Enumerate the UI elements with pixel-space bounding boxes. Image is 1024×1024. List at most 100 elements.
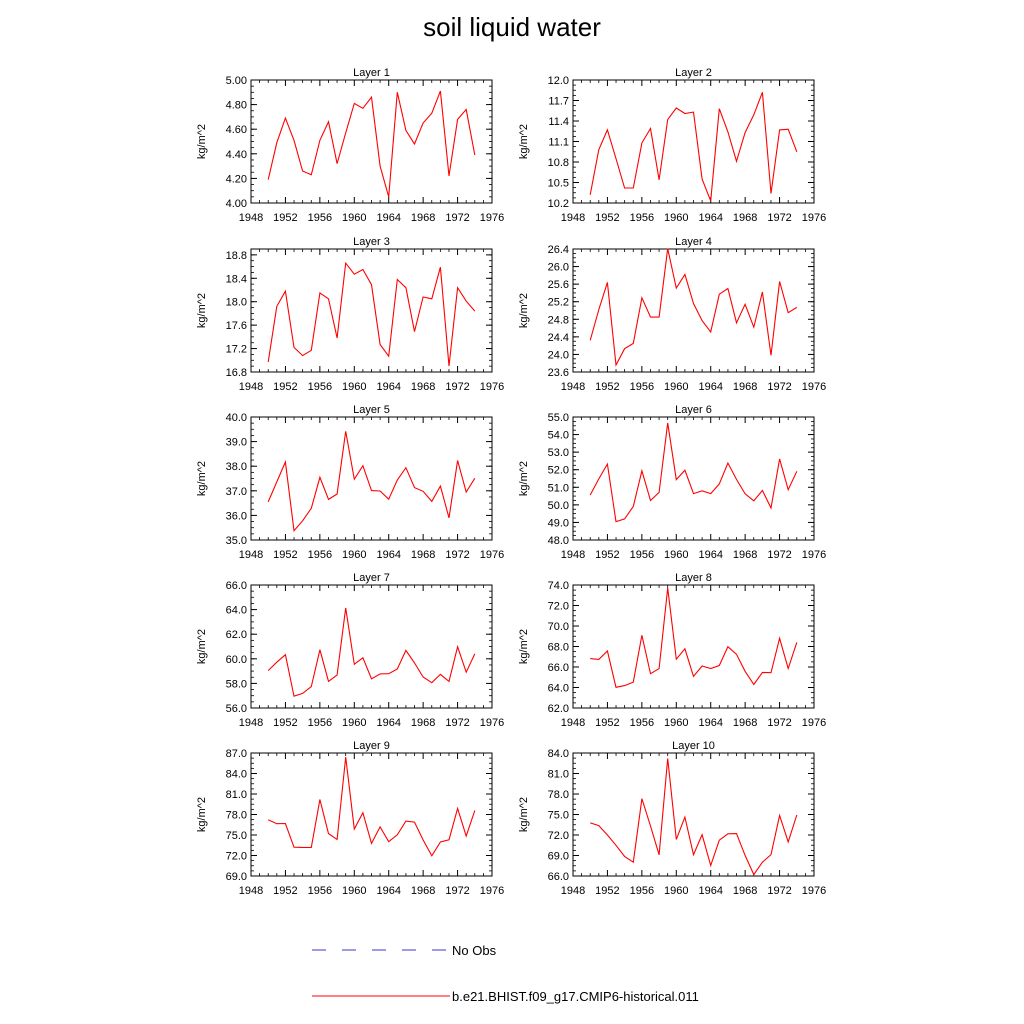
layer2-series-line-1 <box>589 92 798 202</box>
layer4-xtick-label: 1964 <box>698 381 722 393</box>
layer6-ytick-label: 48.0 <box>548 535 569 547</box>
layer9-title: Layer 9 <box>353 740 390 752</box>
layer8-xtick-label: 1964 <box>698 717 722 729</box>
layer6-xtick-label: 1956 <box>630 549 654 561</box>
layer7-xtick-label: 1976 <box>480 717 504 729</box>
layer10-ytick-label: 78.0 <box>548 789 569 801</box>
layer2-xtick-label: 1956 <box>630 212 654 224</box>
layer8-ytick-label: 66.0 <box>548 662 569 674</box>
layer3-xtick-label: 1952 <box>273 381 297 393</box>
layer2-xtick-label: 1948 <box>561 212 585 224</box>
layer7-xtick-label: 1972 <box>445 717 469 729</box>
layer1-ytick-label: 4.40 <box>226 149 247 161</box>
layer9-xtick-label: 1956 <box>308 885 332 897</box>
layer2-ylabel: kg/m^2 <box>518 124 530 159</box>
layer6-xtick-label: 1972 <box>767 549 791 561</box>
layer9-ytick-label: 75.0 <box>226 830 247 842</box>
layer7-xtick-label: 1952 <box>273 717 297 729</box>
layer5-ytick-label: 37.0 <box>226 486 247 498</box>
layer6-ytick-label: 53.0 <box>548 447 569 459</box>
layer6-xtick-label: 1964 <box>698 549 722 561</box>
layer10-ytick-label: 81.0 <box>548 769 569 781</box>
layer2-ytick-label: 11.7 <box>548 96 569 108</box>
layer7-plot-frame <box>250 584 493 709</box>
layer6-title: Layer 6 <box>675 404 712 416</box>
layer4-title: Layer 4 <box>675 236 712 248</box>
layer9-xtick-label: 1968 <box>411 885 435 897</box>
layer1-ylabel: kg/m^2 <box>196 124 208 159</box>
layer1-xtick-label: 1964 <box>376 212 400 224</box>
layer4-ylabel: kg/m^2 <box>518 293 530 328</box>
layer2-ytick-label: 10.5 <box>548 178 569 190</box>
layer2-xtick-label: 1976 <box>802 212 826 224</box>
layer9-xtick-label: 1952 <box>273 885 297 897</box>
layer10-xtick-label: 1976 <box>802 885 826 897</box>
layer9-ytick-label: 84.0 <box>226 769 247 781</box>
layer6-ytick-label: 51.0 <box>548 482 569 494</box>
layer10-ylabel: kg/m^2 <box>518 797 530 832</box>
layer10-plot-frame <box>572 752 815 877</box>
layer8-series-line-1 <box>590 587 798 688</box>
layer1-ytick-label: 4.20 <box>226 173 247 185</box>
layer8-ytick-label: 68.0 <box>548 642 569 654</box>
layer5-xtick-label: 1960 <box>342 549 366 561</box>
layer2-ytick-label: 10.2 <box>548 198 569 210</box>
layer1-ytick-label: 5.00 <box>226 75 247 87</box>
layer2-xtick-label: 1964 <box>698 212 722 224</box>
layer3-title: Layer 3 <box>353 236 390 248</box>
layer7-xtick-label: 1968 <box>411 717 435 729</box>
layer7-ytick-label: 66.0 <box>226 580 247 592</box>
page-title: soil liquid water <box>423 12 601 42</box>
layer8-ytick-label: 64.0 <box>548 683 569 695</box>
layer3-plot-frame <box>250 248 493 373</box>
layer7-series-line-1 <box>267 607 476 697</box>
layer5-ytick-label: 38.0 <box>226 461 247 473</box>
layer7-ytick-label: 60.0 <box>226 654 247 666</box>
layer3-ytick-label: 17.6 <box>226 320 247 332</box>
layer6-ytick-label: 54.0 <box>548 430 569 442</box>
layer2-xtick-label: 1952 <box>595 212 619 224</box>
layer1-series-line-1 <box>267 90 476 198</box>
layer9-ytick-label: 78.0 <box>226 810 247 822</box>
layer5-ytick-label: 40.0 <box>226 412 247 424</box>
layer5-xtick-label: 1952 <box>273 549 297 561</box>
layer10-xtick-label: 1948 <box>561 885 585 897</box>
layer3-ytick-label: 18.4 <box>226 273 247 285</box>
layer9-xtick-label: 1948 <box>239 885 263 897</box>
layer5-series-line-1 <box>267 431 476 532</box>
layer3-xtick-label: 1976 <box>480 381 504 393</box>
layer4-ytick-label: 25.6 <box>548 279 569 291</box>
layer2-ytick-label: 11.4 <box>548 116 569 128</box>
layer2-ytick-label: 12.0 <box>548 75 569 87</box>
layer10-xtick-label: 1964 <box>698 885 722 897</box>
layer10-ytick-label: 66.0 <box>548 871 569 883</box>
layer10-title: Layer 10 <box>672 740 715 752</box>
layer1-xtick-label: 1952 <box>273 212 297 224</box>
layer3-xtick-label: 1964 <box>376 381 400 393</box>
layer2-xtick-label: 1968 <box>733 212 757 224</box>
layer7-xtick-label: 1956 <box>308 717 332 729</box>
layer8-xtick-label: 1968 <box>733 717 757 729</box>
layer4-ytick-label: 26.4 <box>548 244 569 256</box>
layer9-xtick-label: 1960 <box>342 885 366 897</box>
layer2-xtick-label: 1972 <box>767 212 791 224</box>
layer6-ytick-label: 55.0 <box>548 412 569 424</box>
layer4-ytick-label: 25.2 <box>548 297 569 309</box>
layer6-xtick-label: 1976 <box>802 549 826 561</box>
layer7-ytick-label: 56.0 <box>226 703 247 715</box>
layer9-xtick-label: 1972 <box>445 885 469 897</box>
layer2-ytick-label: 11.1 <box>548 137 569 149</box>
layer5-xtick-label: 1964 <box>376 549 400 561</box>
layer3-xtick-label: 1956 <box>308 381 332 393</box>
layer4-xtick-label: 1956 <box>630 381 654 393</box>
layer3-ytick-label: 16.8 <box>226 367 247 379</box>
layer1-xtick-label: 1948 <box>239 212 263 224</box>
layer8-ytick-label: 72.0 <box>548 601 569 613</box>
layer8-xtick-label: 1976 <box>802 717 826 729</box>
layer6-ytick-label: 49.0 <box>548 517 569 529</box>
layer9-ytick-label: 87.0 <box>226 748 247 760</box>
layer9-xtick-label: 1964 <box>376 885 400 897</box>
layer5-xtick-label: 1948 <box>239 549 263 561</box>
layer4-ytick-label: 24.4 <box>548 332 569 344</box>
